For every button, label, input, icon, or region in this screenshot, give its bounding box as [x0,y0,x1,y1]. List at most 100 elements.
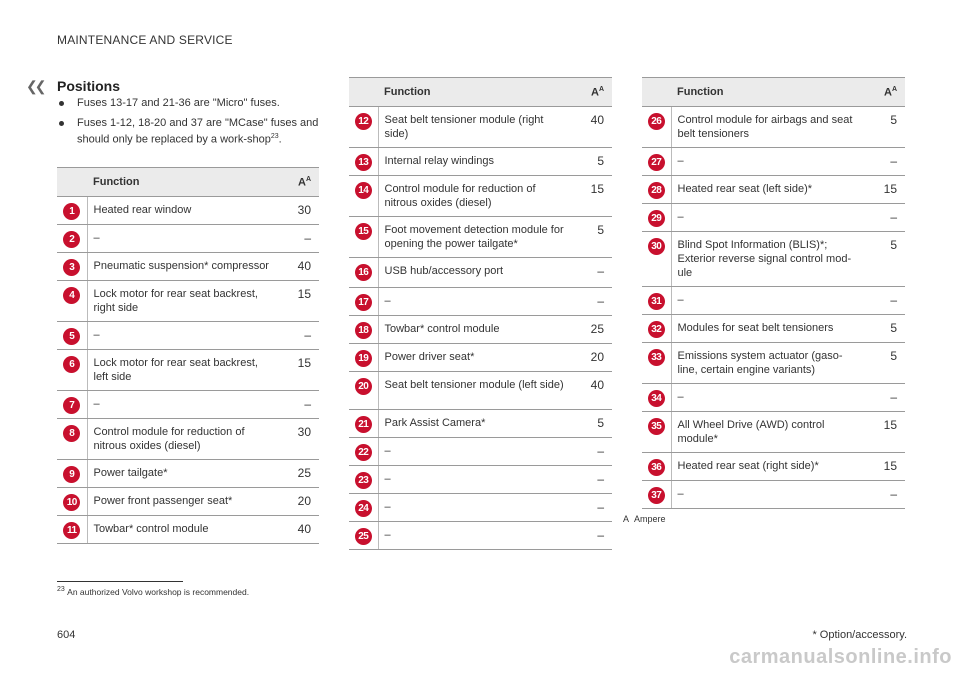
fuse-row: 27– – [642,147,905,176]
fuse-number-cell: 28 [642,175,672,204]
fuse-number-cell: 13 [349,147,379,176]
fuse-row: 37– – [642,480,905,509]
fuse-function: Foot movement detection module for openi… [378,216,570,258]
fuse-number-badge: 8 [63,425,81,442]
fuse-function: – [671,480,863,509]
fuse-row: 1 Heated rear window 30 [57,196,319,225]
fuse-amperage: 15 [863,411,905,453]
ampere-note: A Ampere [623,514,666,524]
fuse-row: 11 Towbar* control module 40 [57,515,319,544]
fuse-number-badge: 31 [647,293,665,310]
header-amp: AA [277,167,319,197]
fuse-row: 36 Heated rear seat (right side)* 15 [642,452,905,481]
fuse-number-badge: 18 [354,322,372,339]
fuse-function: – [378,287,570,316]
fuse-function: Heated rear window [87,196,277,225]
page-number: 604 [57,629,76,641]
fuse-function: Internal relay windings [378,147,570,176]
fuse-number-cell: 36 [642,452,672,481]
fuse-number-badge: 14 [354,182,372,199]
fuse-number-cell: 26 [642,106,672,148]
fuse-number-badge: 23 [354,472,372,489]
fuse-row: 12 Seat belt tensioner module (right side… [349,106,612,148]
fuse-row: 22– – [349,437,612,466]
fuse-row: 2– – [57,224,319,253]
amp-unit: A [297,176,306,189]
fuse-amperage: 5 [570,147,612,176]
footnote-ref[interactable]: 23 [270,133,279,140]
amp-note-ref: A [891,85,897,93]
fuse-function: All Wheel Drive (AWD) control module* [671,411,863,453]
fuse-number-badge: 20 [354,378,372,395]
fuse-function: Modules for seat belt tensioners [671,314,863,343]
fuse-row: 9 Power tailgate* 25 [57,459,319,488]
fuse-number-badge: 24 [354,500,372,517]
fuse-amperage: – [277,321,319,350]
fuse-number-cell: 7 [57,390,88,419]
fuse-function: USB hub/accessory port [378,257,570,288]
fuse-number-cell: 17 [349,287,379,316]
double-chevron-left-icon[interactable]: ❮❮ [26,78,47,94]
fuse-amperage: 40 [277,515,319,544]
fuse-row: 6 Lock motor for rear seat backrest, left… [57,349,319,391]
fuse-row: 32 Modules for seat belt tensioners 5 [642,314,905,343]
amp-unit: A [590,86,599,99]
fuse-number-cell: 2 [57,224,88,253]
fuse-number-badge: 37 [647,487,665,504]
header-num [642,77,671,107]
fuse-amperage: 25 [277,459,319,488]
fuse-number-badge: 32 [647,321,665,338]
fuse-amperage: – [570,465,612,494]
fuse-number-cell: 12 [349,106,379,148]
fuse-row: 23– – [349,465,612,494]
fuse-function: Power driver seat* [378,343,570,372]
fuse-function: Park Assist Camera* [378,409,570,438]
fuse-row: 21 Park Assist Camera* 5 [349,409,612,438]
fuse-row: 24– – [349,493,612,522]
fuse-row: 34– – [642,383,905,412]
fuse-function: – [378,465,570,494]
fuse-function: Power tailgate* [87,459,277,488]
fuse-number-badge: 9 [63,466,81,483]
bullet-text: Fuses 1-12, 18-20 and 37 are "MCase" fus… [77,117,319,146]
fuse-number-badge: 17 [354,294,372,311]
ampere-note-text: Ampere [634,514,666,524]
fuse-function: Control module for reduction of nitrous … [87,418,277,460]
bullet-icon [59,101,64,106]
fuse-number-badge: 30 [647,238,665,255]
ampere-note-mark: A [623,514,630,524]
fuse-number-cell: 30 [642,231,672,287]
fuse-row: 13 Internal relay windings 5 [349,147,612,176]
fuse-amperage: 5 [863,231,905,287]
fuse-row: 7– – [57,390,319,419]
fuse-row: 26 Control module for airbags and seat be… [642,106,905,148]
fuse-amperage: 40 [277,252,319,281]
fuse-amperage: 20 [570,343,612,372]
fuse-number-badge: 16 [354,264,372,281]
fuse-row: 19 Power driver seat* 20 [349,343,612,372]
fuse-function: Seat belt tensioner module (right side) [378,106,570,148]
header-num [57,167,87,197]
fuse-number-cell: 18 [349,315,379,344]
fuse-number-badge: 34 [647,390,665,407]
fuse-amperage: – [277,224,319,253]
section-title: Positions [57,78,121,94]
fuse-number-cell: 4 [57,280,88,322]
fuse-number-cell: 11 [57,515,88,544]
fuse-number-cell: 35 [642,411,672,453]
fuse-function: Heated rear seat (right side)* [671,452,863,481]
fuse-number-badge: 22 [354,444,372,461]
fuse-function: – [87,321,277,350]
fuse-function: Blind Spot Information (BLIS)*; Exterior… [671,231,863,287]
fuse-row: 33 Emissions system actuator (gaso-line, … [642,342,905,384]
fuse-number-cell: 27 [642,147,672,176]
fuse-function: – [378,521,570,550]
fuse-amperage: – [570,257,612,288]
fuse-number-badge: 21 [354,416,372,433]
fuse-number-cell: 23 [349,465,379,494]
fuse-number-badge: 10 [63,494,81,511]
header-function: Function [87,167,277,197]
fuse-number-cell: 32 [642,314,672,343]
fuse-number-cell: 24 [349,493,379,522]
header-num [349,77,378,107]
